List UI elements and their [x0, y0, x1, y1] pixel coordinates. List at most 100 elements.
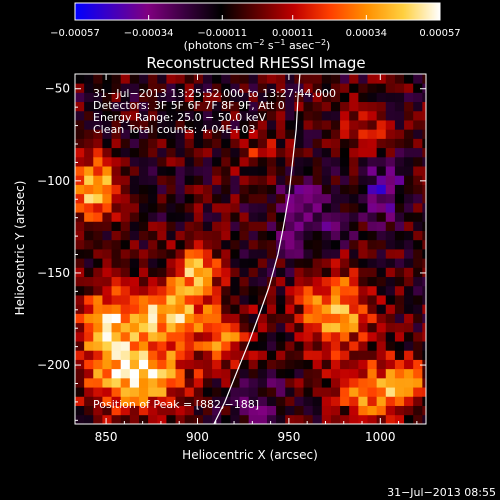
heatmap-cell [193, 341, 204, 351]
heatmap-cell [111, 249, 122, 259]
heatmap-cell [175, 258, 186, 268]
heatmap-cell [276, 414, 286, 424]
heatmap-cell [394, 221, 405, 231]
heatmap-cell [358, 285, 368, 296]
heatmap-cell [404, 276, 414, 287]
heatmap-cell [257, 387, 268, 397]
heatmap-cell [385, 147, 396, 158]
heatmap-cell [312, 147, 323, 158]
heatmap-cell [276, 359, 286, 370]
heatmap-cell [138, 147, 149, 158]
heatmap-cell [303, 138, 314, 149]
heatmap-cell [193, 138, 204, 149]
heatmap-cell [120, 239, 131, 250]
heatmap-cell [230, 202, 240, 213]
heatmap-cell [93, 350, 103, 360]
heatmap-cell [148, 129, 158, 139]
heatmap-cell [175, 396, 186, 406]
heatmap-cell [230, 138, 240, 149]
heatmap-cell [239, 147, 250, 158]
heatmap-cell [84, 267, 94, 278]
heatmap-cell [394, 322, 405, 333]
heatmap-cell [422, 221, 426, 231]
heatmap-cell [248, 230, 259, 241]
heatmap-cell [413, 202, 423, 213]
heatmap-cell [413, 377, 423, 388]
heatmap-cell [413, 175, 423, 185]
heatmap-cell [102, 74, 112, 84]
heatmap-cell [385, 120, 396, 130]
heatmap-cell [321, 156, 332, 167]
heatmap-cell [394, 193, 405, 204]
heatmap-cell [248, 239, 259, 250]
heatmap-cell [193, 368, 204, 379]
heatmap-cell [93, 267, 103, 278]
heatmap-cell [193, 110, 204, 121]
heatmap-cell [148, 350, 158, 360]
heatmap-cell [239, 405, 250, 416]
heatmap-cell [221, 396, 231, 406]
heatmap-cell [111, 276, 122, 287]
heatmap-cell [148, 295, 158, 305]
heatmap-cell [266, 138, 277, 149]
heatmap-cell [111, 166, 122, 176]
heatmap-cell [248, 212, 259, 222]
heatmap-cell [120, 83, 131, 93]
heatmap-cell [404, 285, 414, 296]
heatmap-cell [175, 313, 186, 324]
heatmap-cell [294, 350, 304, 360]
heatmap-cell [148, 120, 158, 130]
heatmap-cell [166, 138, 176, 149]
heatmap-cell [248, 405, 259, 416]
heatmap-cell [166, 377, 176, 388]
heatmap-cell [157, 387, 167, 397]
heatmap-cell [129, 249, 140, 259]
heatmap-cell [148, 359, 158, 370]
heatmap-cell [321, 175, 332, 185]
heatmap-cell [75, 396, 85, 406]
heatmap-cell [303, 74, 314, 84]
heatmap-cell [285, 202, 295, 213]
heatmap-cell [376, 184, 387, 195]
heatmap-cell [367, 202, 378, 213]
heatmap-cell [422, 414, 426, 424]
heatmap-cell [422, 156, 426, 167]
heatmap-cell [422, 276, 426, 287]
heatmap-cell [422, 83, 426, 93]
heatmap-cell [404, 230, 414, 241]
heatmap-cell [340, 359, 350, 370]
heatmap-cell [285, 249, 295, 259]
heatmap-cell [266, 147, 277, 158]
heatmap-cell [230, 175, 240, 185]
heatmap-cell [193, 83, 204, 93]
heatmap-cell [84, 221, 94, 231]
heatmap-cell [404, 350, 414, 360]
heatmap-cell [312, 350, 323, 360]
heatmap-cell [276, 313, 286, 324]
heatmap-cell [330, 129, 341, 139]
heatmap-cell [413, 331, 423, 342]
heatmap-cell [376, 405, 387, 416]
heatmap-cell [248, 377, 259, 388]
heatmap-cell [148, 258, 158, 268]
heatmap-cell [413, 405, 423, 416]
heatmap-cell [413, 184, 423, 195]
heatmap-cell [221, 258, 231, 268]
heatmap-cell [75, 377, 85, 388]
heatmap-cell [212, 83, 222, 93]
heatmap-cell [312, 184, 323, 195]
heatmap-cell [93, 313, 103, 324]
heatmap-cell [340, 138, 350, 149]
heatmap-cell [413, 322, 423, 333]
heatmap-cell [358, 239, 368, 250]
heatmap-cell [285, 368, 295, 379]
heatmap-cell [285, 313, 295, 324]
heatmap-cell [285, 230, 295, 241]
heatmap-cell [358, 295, 368, 305]
heatmap-cell [93, 285, 103, 296]
heatmap-cell [294, 92, 304, 103]
heatmap-cell [193, 101, 204, 112]
heatmap-cell [157, 212, 167, 222]
heatmap-cell [129, 184, 140, 195]
heatmap-cell [166, 276, 176, 287]
